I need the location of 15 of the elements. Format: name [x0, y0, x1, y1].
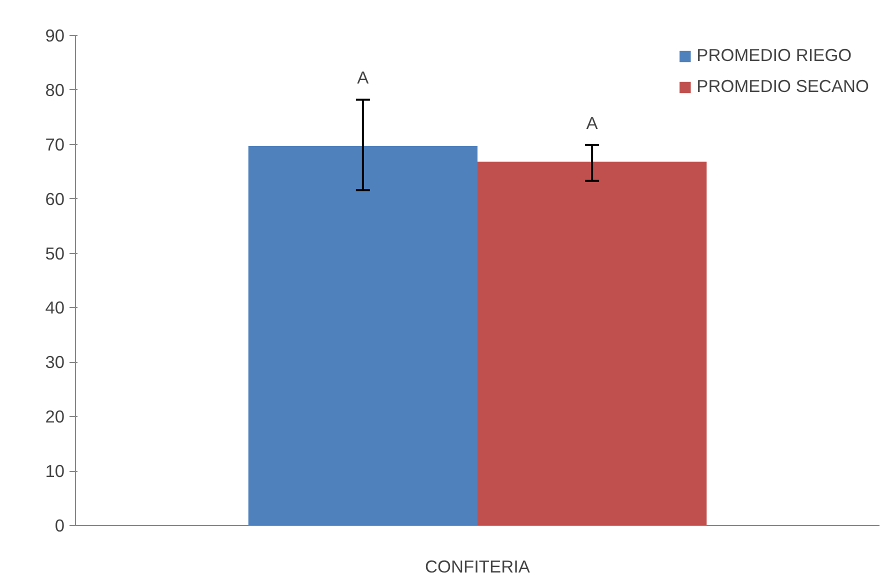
y-tick-label: 40 — [45, 298, 65, 318]
y-tick-label: 70 — [45, 134, 65, 154]
y-tick-label: 20 — [45, 406, 65, 427]
y-tick-label: 30 — [45, 352, 65, 372]
y-tick-label: 0 — [54, 516, 65, 536]
x-tick-label: CONFITERIA — [425, 556, 530, 576]
y-tick-label: 80 — [45, 80, 65, 100]
annotation: A — [586, 112, 598, 133]
y-tick-label: 50 — [45, 243, 65, 264]
y-tick-label: 10 — [45, 461, 65, 482]
y-tick-label: 60 — [45, 188, 65, 209]
legend-label: PROMEDIO RIEGO — [696, 45, 852, 66]
legend-label: PROMEDIO SECANO — [696, 76, 869, 97]
annotation: A — [357, 68, 370, 88]
y-tick-label: 90 — [45, 26, 65, 46]
